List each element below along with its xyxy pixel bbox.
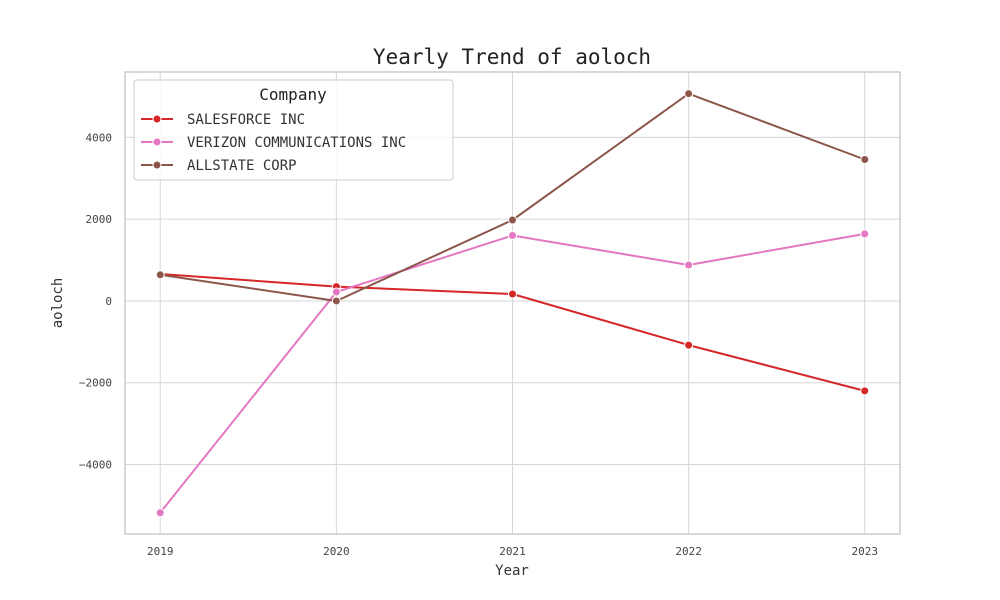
plot-frame: [124, 71, 901, 535]
x-tick-label: 2020: [323, 545, 350, 558]
legend-entry: SALESFORCE INC: [141, 112, 305, 128]
data-point: [155, 270, 165, 280]
tick-labels: 2019 2020 2021 2022 2023 −4000 −2000 0 2000 4000: [79, 131, 878, 558]
legend-marker: [152, 114, 162, 124]
data-point: [684, 260, 694, 270]
data-point: [155, 508, 165, 518]
data-point: [860, 229, 870, 239]
series-1: [155, 229, 870, 518]
series-layer: [155, 89, 870, 518]
data-point: [331, 296, 341, 306]
x-tick-label: 2022: [675, 545, 702, 558]
legend-marker: [152, 160, 162, 170]
y-axis-label: aoloch: [50, 278, 66, 329]
y-tick-label: 0: [105, 295, 112, 308]
data-point: [331, 287, 341, 297]
chart-title: Yearly Trend of aoloch: [373, 45, 651, 69]
series-2: [155, 89, 870, 306]
legend-label: ALLSTATE CORP: [187, 158, 297, 174]
legend-box: [133, 79, 454, 181]
legend-marker: [152, 137, 162, 147]
data-point: [508, 215, 517, 225]
legend-entry: ALLSTATE CORP: [141, 158, 297, 174]
data-point: [508, 289, 517, 299]
legend: Company SALESFORCE INC VERIZON COMMUNICAT…: [133, 79, 454, 181]
data-point: [684, 89, 694, 99]
x-axis-label: Year: [495, 563, 529, 579]
y-tick-label: 2000: [86, 213, 113, 226]
x-tick-label: 2021: [499, 545, 526, 558]
data-point: [860, 386, 870, 396]
legend-title: Company: [259, 85, 327, 104]
y-tick-label: −2000: [79, 377, 112, 390]
data-point: [860, 154, 870, 164]
legend-entries: SALESFORCE INC VERIZON COMMUNICATIONS INC…: [141, 112, 406, 174]
legend-entry: VERIZON COMMUNICATIONS INC: [141, 135, 406, 151]
x-tick-label: 2023: [852, 545, 879, 558]
y-tick-label: 4000: [86, 131, 113, 144]
x-tick-label: 2019: [147, 545, 174, 558]
legend-label: VERIZON COMMUNICATIONS INC: [187, 135, 406, 151]
y-tick-label: −4000: [79, 458, 112, 471]
legend-label: SALESFORCE INC: [187, 112, 305, 128]
data-point: [684, 340, 694, 350]
data-point: [508, 231, 517, 241]
